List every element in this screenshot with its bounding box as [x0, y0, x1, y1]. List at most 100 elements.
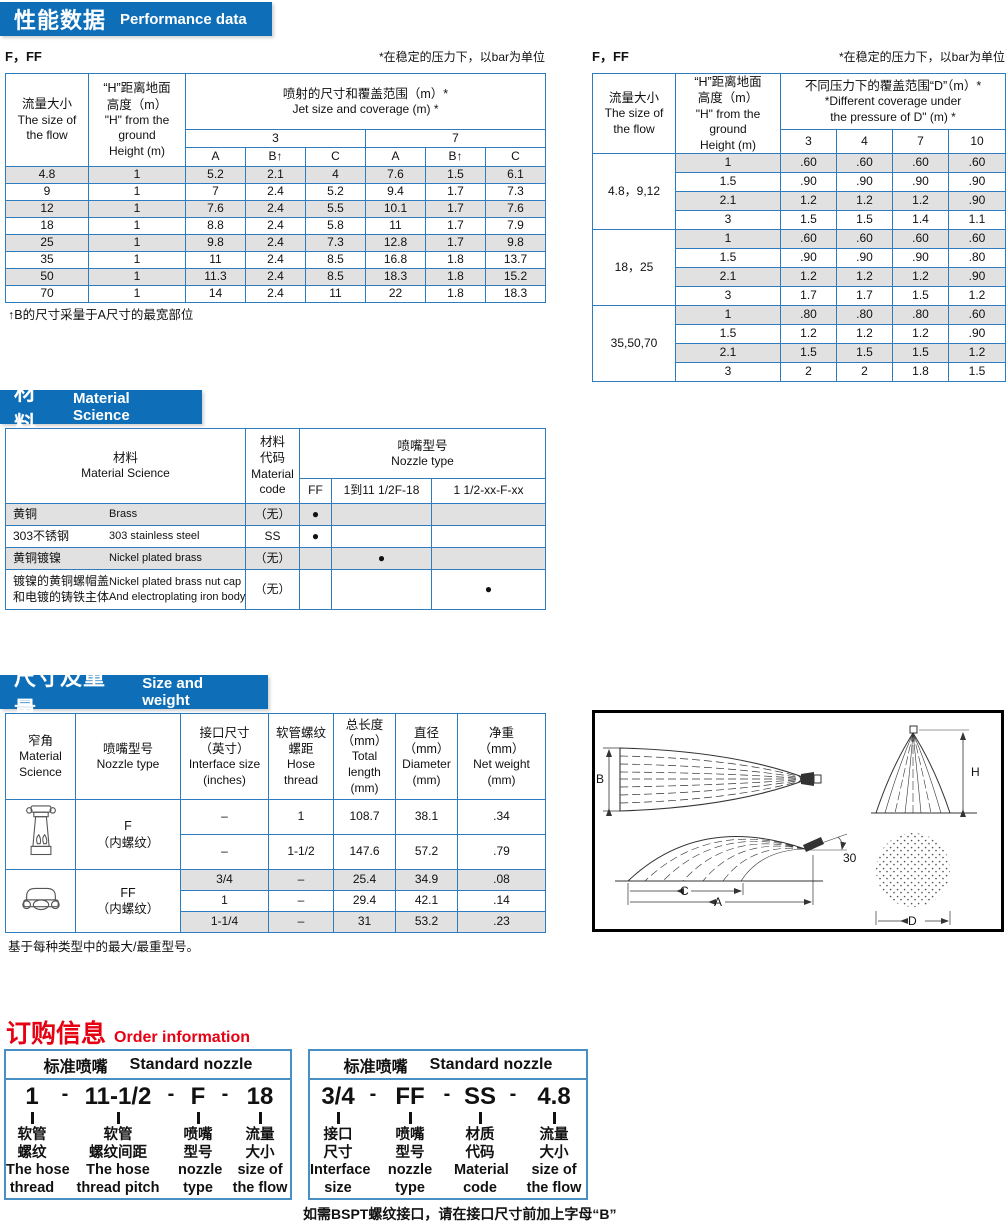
column-header: B↑ [245, 147, 306, 167]
header-zh: 喷嘴型号 [397, 438, 448, 453]
row: 12 1 7.6 2.4 5.5 10.1 1.7 7.6 [5, 200, 547, 218]
cell: 2.4 [245, 183, 306, 201]
left-table-footnote: ↑B的尺寸采量于A尺寸的最宽部位 [8, 308, 194, 322]
connector-bar [408, 1112, 412, 1124]
cell: 18 [5, 217, 89, 235]
code-segment-label: 喷嘴 型号 nozzle type [178, 1127, 223, 1198]
dimension-a-label: A [714, 895, 722, 909]
ff-nozzle-icon [21, 887, 60, 910]
cell: 7.3 [484, 183, 547, 201]
cell: .90 [780, 172, 837, 193]
label-zh: 软管 螺纹间距 [89, 1127, 147, 1161]
header-zh: 直径 （mm） [403, 725, 450, 756]
cell: .90 [780, 248, 837, 269]
cell: – [268, 911, 334, 933]
cell: – [180, 799, 269, 835]
cell: 2.4 [245, 234, 306, 252]
cell: 22 [365, 285, 426, 303]
cell: .60 [892, 153, 949, 174]
cell: – [180, 834, 269, 870]
spray-diagram-svg: B H [596, 725, 980, 928]
material-title-en: Material Science [73, 390, 130, 424]
material-zh: 黄铜 [13, 506, 38, 521]
column-header: 材料 代码 Material code [245, 428, 300, 504]
standard-nozzle-en: Standard nozzle [429, 1055, 553, 1073]
dimension-h-label: H [971, 765, 980, 779]
order-labels-row: 软管 螺纹 The hose thread 软管 螺纹间距 The hose thr… [6, 1124, 290, 1198]
row: 70 1 14 2.4 11 22 1.8 18.3 [5, 285, 547, 303]
spray-dimension-diagram: B H [592, 710, 1004, 932]
column-header: 喷嘴型号 Nozzle type [298, 428, 547, 479]
cell: 34.9 [395, 869, 458, 891]
cell: 1.2 [892, 191, 949, 212]
row: 1.5.90.90.90.90 [593, 172, 1006, 193]
connector-bar [552, 1112, 556, 1124]
row: 材料 Material Science 材料 代码 Material code 喷嘴… [5, 428, 547, 504]
cell: 16.8 [365, 251, 426, 269]
cell: 1.5 [836, 210, 893, 231]
cell: 11 [365, 217, 426, 235]
cell: 13.7 [484, 251, 547, 269]
header-zh: 窄角 [27, 733, 53, 748]
cell: 1.7 [425, 200, 486, 218]
header-zh: 材料 [112, 451, 138, 466]
cell: 29.4 [333, 890, 396, 912]
coverage-by-pressure-table: 流量大小 The size of the flow “H”距离地面 高度（m） "H… [592, 72, 1006, 383]
cell: 15.2 [484, 268, 547, 286]
cell: 4 [305, 166, 366, 184]
cell: 2.4 [245, 251, 306, 269]
connector-bar [30, 1112, 34, 1124]
material-table: 材料 Material Science 材料 代码 Material code 喷嘴… [5, 428, 547, 610]
dot-cell: ● [299, 525, 332, 548]
connector-bar [336, 1112, 340, 1124]
cell: 1.2 [947, 286, 1006, 307]
cell: 1 [88, 200, 186, 218]
cell: .34 [457, 799, 546, 835]
material-en: Nickel plated brass nut cap And electrop… [109, 576, 246, 603]
cell: 9.8 [185, 234, 246, 252]
type-name: FF [120, 885, 136, 900]
row: 25 1 9.8 2.4 7.3 12.8 1.7 9.8 [5, 234, 547, 252]
row: 3 1.5 1.5 1.4 1.1 [593, 210, 1006, 231]
cell: SS [245, 525, 300, 548]
cell: 1 [180, 890, 269, 912]
dot-cell [331, 503, 432, 526]
row: 1-1/4–31 53.2.23 [6, 911, 546, 933]
column-header: 3 [185, 129, 366, 148]
header-zh: 喷射的尺寸和覆盖范围（m）* [282, 86, 449, 101]
label-en: Interface size [310, 1162, 371, 1197]
dimension-b-label: B [596, 772, 604, 786]
cell: 1.5 [836, 343, 893, 364]
label-en: nozzle type [178, 1162, 223, 1197]
row: 4.8，9,12 1.60.60.60.60 [592, 153, 1006, 231]
size-title-en: Size and weight [142, 675, 204, 709]
cell: 1 [675, 229, 781, 250]
cell: .90 [947, 324, 1006, 345]
header-en: Nozzle type [391, 453, 454, 468]
type-sub: （内螺纹） [96, 902, 160, 916]
column-header: 流量大小 The size of the flow [5, 73, 89, 167]
cell: .90 [892, 248, 949, 269]
material-en: Nickel plated brass [109, 552, 202, 565]
dot-cell: ● [331, 547, 432, 570]
label-en: Material code [454, 1162, 509, 1197]
cell: .90 [892, 172, 949, 193]
column-header: 直径 （mm） Diameter (mm) [395, 713, 458, 800]
size-table-footnote: 基于每种类型中的最大/最重型号。 [8, 940, 199, 954]
performance-title-en: Performance data [120, 10, 247, 28]
cell: 1.5 [892, 343, 949, 364]
label-zh: 喷嘴 型号 [395, 1127, 425, 1161]
dot-cell: ● [299, 503, 332, 526]
cell: （无） [245, 569, 300, 610]
row: F （内螺纹） –1 108.7 38.1.34 [5, 799, 546, 870]
cell: 31 [333, 911, 396, 933]
dot-cell [299, 547, 332, 570]
header-zh: 喷嘴型号 [102, 741, 153, 756]
cell: .80 [892, 305, 949, 326]
label-zh: 喷嘴 型号 [183, 1127, 213, 1161]
spray-side-view-diagram: 30 C A [615, 833, 857, 909]
cell: 53.2 [395, 911, 458, 933]
column-header: 7 [364, 129, 547, 148]
order-pipes-row [310, 1111, 586, 1124]
